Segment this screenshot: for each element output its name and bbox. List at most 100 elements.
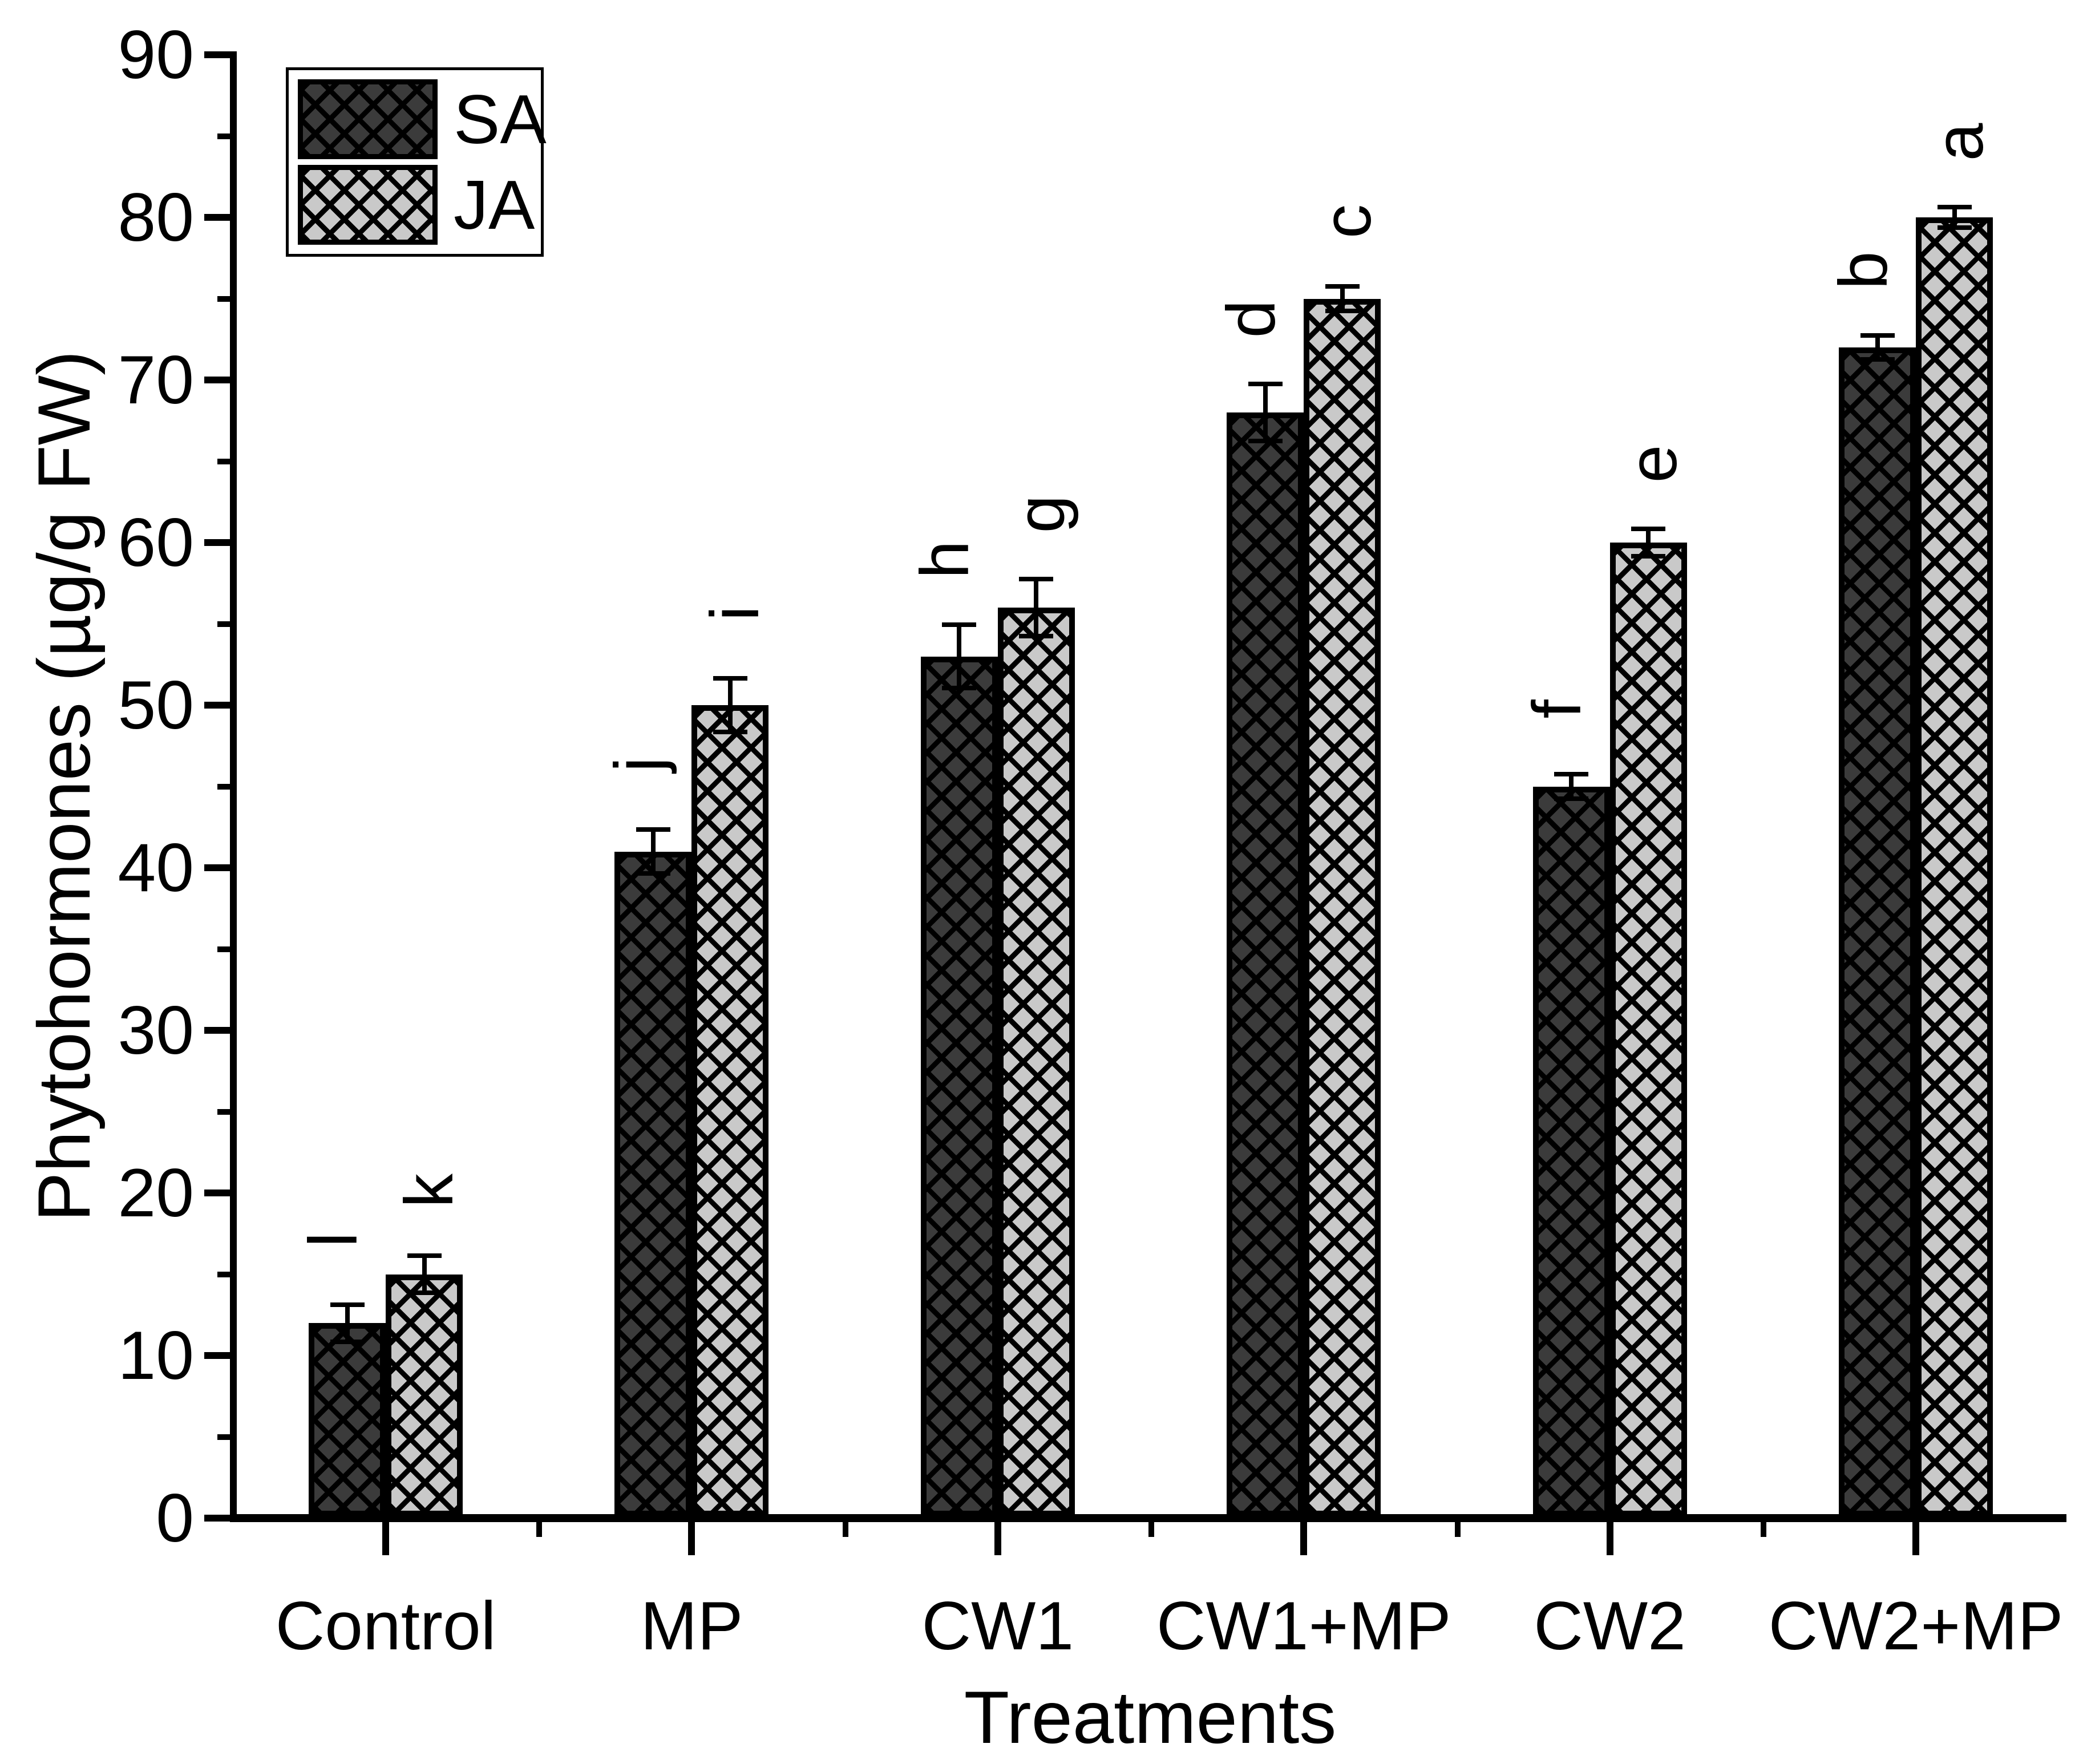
- error-bar-cap: [1248, 382, 1283, 387]
- y-minor-tick: [217, 621, 230, 627]
- bar-sa: [920, 656, 998, 1516]
- error-bar-cap: [330, 1339, 365, 1344]
- y-tick-label: 60: [118, 504, 194, 581]
- y-major-tick: [204, 51, 230, 58]
- error-bar: [422, 1258, 427, 1290]
- error-bar-cap: [1019, 577, 1054, 582]
- x-minor-tick: [1454, 1522, 1461, 1537]
- error-bar: [1340, 289, 1345, 309]
- error-bar-cap: [1248, 438, 1283, 443]
- bar-ja: [691, 705, 769, 1516]
- x-major-tick: [1300, 1522, 1308, 1555]
- error-bar-cap: [1631, 527, 1666, 532]
- significance-letter: h: [907, 540, 984, 579]
- error-bar: [957, 627, 962, 686]
- error-bar-cap: [407, 1290, 442, 1295]
- error-bar-cap: [636, 871, 670, 876]
- x-tick-label: CW1: [921, 1588, 1074, 1664]
- significance-letter: a: [1920, 123, 1997, 161]
- error-bar: [650, 832, 656, 871]
- error-bar: [1646, 531, 1651, 554]
- error-bar: [1263, 386, 1268, 439]
- error-bar-cap: [1937, 225, 1972, 230]
- x-minor-tick: [1148, 1522, 1155, 1537]
- legend-swatch-sa-icon: [298, 79, 438, 159]
- significance-letter: c: [1308, 204, 1385, 239]
- error-bar-cap: [1937, 204, 1972, 209]
- x-axis-title: Treatments: [964, 1676, 1337, 1759]
- y-tick-label: 50: [118, 667, 194, 743]
- y-minor-tick: [217, 946, 230, 952]
- bar-ja: [1916, 217, 1993, 1516]
- legend-swatch-ja-icon: [298, 165, 438, 245]
- x-minor-tick: [842, 1522, 848, 1537]
- error-bar-cap: [1554, 796, 1589, 801]
- significance-letter: k: [390, 1174, 467, 1208]
- x-minor-tick: [1761, 1522, 1766, 1537]
- y-tick-label: 90: [118, 17, 194, 93]
- y-minor-tick: [217, 1434, 230, 1440]
- error-bar-cap: [1325, 284, 1360, 289]
- y-tick-label: 40: [118, 830, 194, 906]
- y-major-tick: [204, 377, 230, 383]
- legend-label-ja: JA: [454, 166, 535, 244]
- y-major-tick: [204, 1352, 230, 1359]
- error-bar: [1952, 209, 1957, 226]
- bar-ja: [1304, 298, 1381, 1516]
- significance-letter: f: [1519, 699, 1596, 719]
- x-major-tick: [1606, 1522, 1613, 1555]
- x-tick-label: CW2+MP: [1768, 1588, 2064, 1664]
- error-bar-cap: [1019, 633, 1054, 638]
- error-bar-cap: [713, 676, 747, 681]
- y-major-tick: [204, 1515, 230, 1522]
- error-bar: [1034, 581, 1039, 634]
- error-bar: [727, 681, 733, 730]
- error-bar-cap: [1860, 357, 1895, 362]
- y-tick-label: 20: [118, 1155, 194, 1231]
- error-bar: [1569, 776, 1574, 796]
- error-bar-cap: [1554, 772, 1589, 777]
- bar-ja: [997, 608, 1075, 1516]
- significance-letter: b: [1825, 251, 1902, 290]
- significance-letter: d: [1212, 300, 1289, 338]
- error-bar-cap: [1325, 308, 1360, 313]
- y-tick-label: 30: [118, 992, 194, 1069]
- bar-sa: [614, 851, 692, 1516]
- y-minor-tick: [217, 458, 230, 464]
- y-minor-tick: [217, 133, 230, 139]
- bar-sa: [309, 1323, 386, 1516]
- significance-letter: l: [294, 1232, 371, 1247]
- y-tick-label: 0: [156, 1480, 194, 1556]
- x-major-tick: [382, 1522, 389, 1555]
- y-minor-tick: [217, 1271, 230, 1277]
- x-axis: [230, 1514, 2066, 1522]
- y-axis-title: Phytohormones (µg/g FW): [22, 350, 106, 1222]
- x-major-tick: [1912, 1522, 1919, 1555]
- legend-item-sa: SA: [289, 79, 547, 159]
- x-major-tick: [688, 1522, 695, 1555]
- bar-sa: [1227, 412, 1304, 1516]
- error-bar-cap: [942, 685, 977, 690]
- error-bar: [1875, 337, 1880, 358]
- y-major-tick: [204, 864, 230, 871]
- error-bar-cap: [942, 622, 977, 628]
- bar-ja: [386, 1274, 463, 1516]
- y-tick-label: 80: [118, 179, 194, 256]
- x-tick-label: CW1+MP: [1156, 1588, 1451, 1664]
- y-minor-tick: [217, 296, 230, 302]
- x-minor-tick: [536, 1522, 543, 1537]
- bar-sa: [1532, 786, 1610, 1516]
- y-major-tick: [204, 214, 230, 221]
- y-major-tick: [204, 539, 230, 546]
- x-tick-label: MP: [640, 1588, 743, 1664]
- y-axis: [230, 51, 237, 1522]
- legend: SA JA: [286, 67, 547, 257]
- y-major-tick: [204, 1027, 230, 1034]
- error-bar-cap: [1631, 553, 1666, 559]
- error-bar-cap: [330, 1302, 365, 1307]
- x-major-tick: [994, 1522, 1001, 1555]
- significance-letter: j: [600, 756, 677, 772]
- legend-label-sa: SA: [454, 80, 547, 158]
- significance-letter: g: [1002, 495, 1079, 533]
